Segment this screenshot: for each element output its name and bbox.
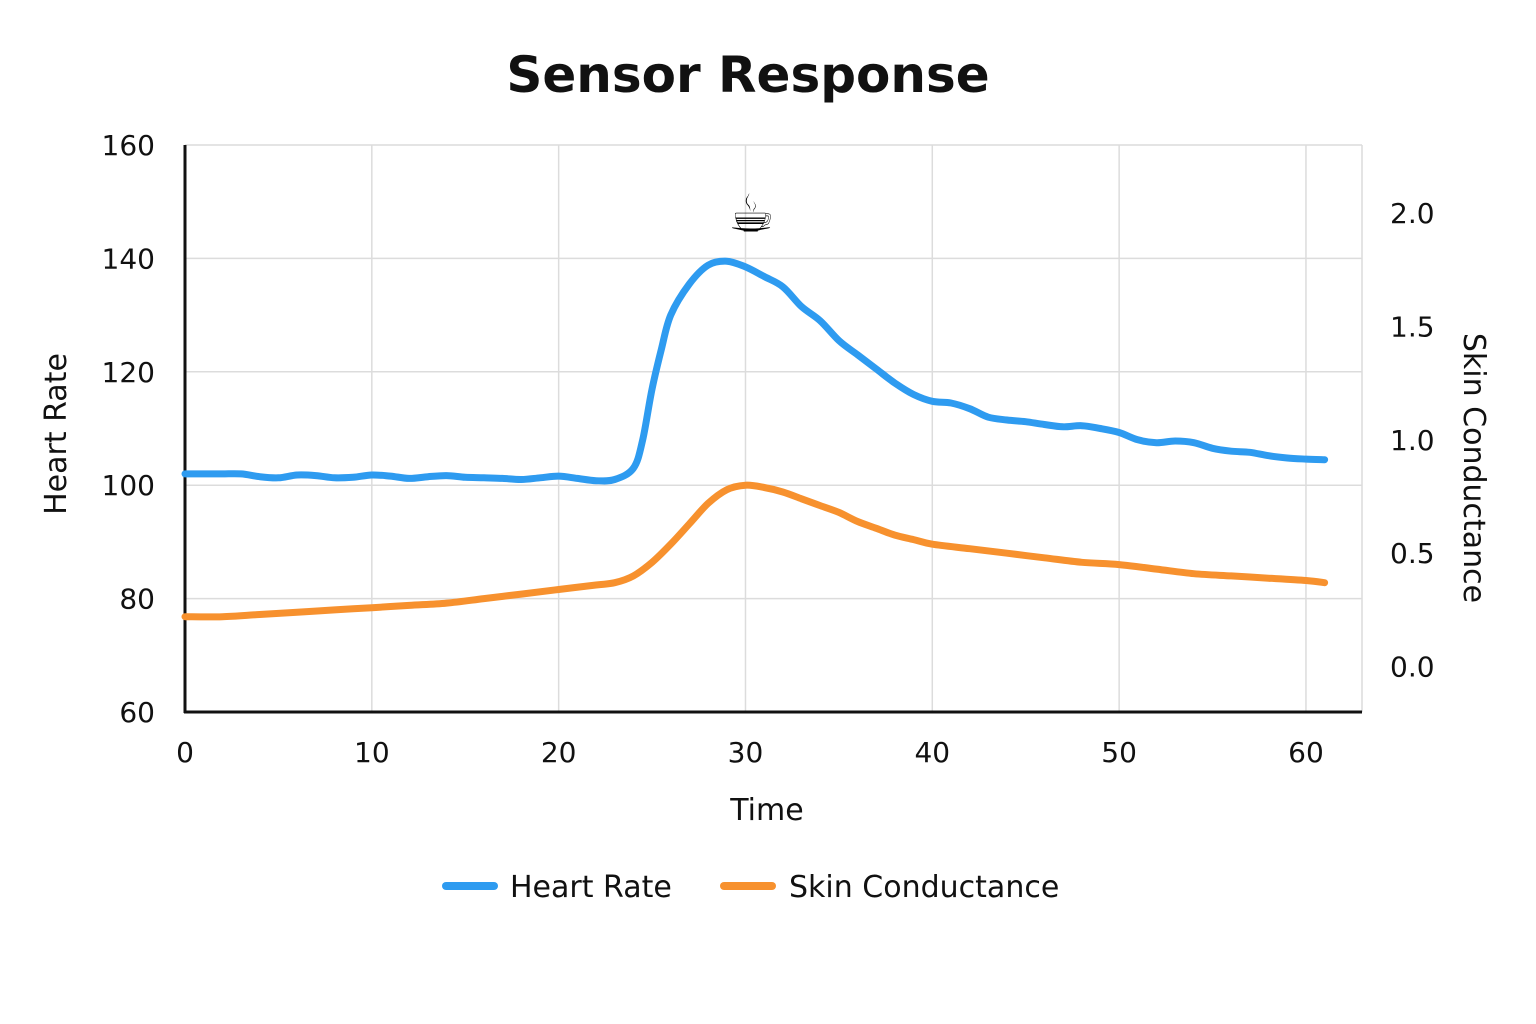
chart-title: Sensor Response [506, 46, 989, 104]
gridlines [185, 144, 1363, 712]
x-tick-label: 40 [914, 736, 950, 769]
y-left-tick-label: 60 [119, 696, 155, 729]
series-line-skin-conductance [181, 481, 1329, 621]
x-tick-label: 60 [1288, 736, 1324, 769]
x-tick-label: 20 [541, 736, 577, 769]
tick-labels: 0 10 20 30 40 50 60 60 80 100 120 140 160 0.0 0.5 1.0 1.… [102, 129, 1435, 769]
y-right-tick-label: 1.0 [1390, 424, 1435, 457]
legend: Heart Rate Skin Conductance [442, 870, 1059, 905]
legend-label-skin-conductance: Skin Conductance [789, 870, 1059, 905]
y-axis-right-label: Skin Conductance [1456, 333, 1491, 603]
y-left-tick-label: 140 [102, 242, 155, 275]
series-line-heart-rate [181, 257, 1329, 485]
x-tick-label: 10 [354, 736, 390, 769]
y-right-tick-label: 0.0 [1390, 651, 1435, 684]
coffee-cup-icon: ☕ [728, 186, 775, 244]
legend-label-heart-rate: Heart Rate [510, 870, 672, 905]
y-left-tick-label: 160 [102, 129, 155, 162]
x-tick-label: 50 [1101, 736, 1137, 769]
series-lines [181, 257, 1329, 621]
y-left-tick-label: 80 [119, 583, 155, 616]
y-left-tick-label: 120 [102, 356, 155, 389]
y-left-tick-label: 100 [102, 469, 155, 502]
y-axis-left-label: Heart Rate [39, 353, 74, 515]
y-right-tick-label: 0.5 [1390, 537, 1435, 570]
y-right-tick-label: 2.0 [1390, 197, 1435, 230]
x-tick-label: 30 [728, 736, 764, 769]
y-right-tick-label: 1.5 [1390, 310, 1435, 343]
x-tick-label: 0 [176, 736, 194, 769]
x-axis-label: Time [729, 793, 803, 828]
